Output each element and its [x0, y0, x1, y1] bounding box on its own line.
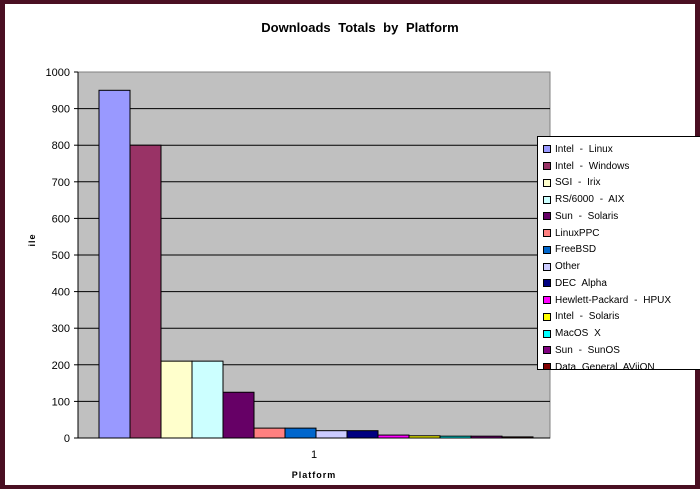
bar-dec-alpha [346, 430, 379, 439]
legend-item: MacOS X [543, 325, 700, 342]
legend-label: MacOS X [555, 328, 601, 340]
y-tick-label: 600 [52, 213, 70, 225]
bar-intel-linux [98, 89, 131, 439]
legend-item: Hewlett-Packard - HPUX [543, 292, 700, 309]
bar-rs-6000-aix [191, 360, 224, 439]
legend-label: FreeBSD [555, 244, 597, 256]
legend-label: Intel - Linux [555, 143, 613, 155]
bar-chart: Downloads Totals by Platform 0 100 200 300 4… [27, 20, 551, 480]
legend-swatch [543, 212, 551, 221]
legend-label: Other [555, 261, 581, 273]
legend-item: Sun - Solaris [543, 208, 700, 225]
y-tick-label: 700 [52, 177, 70, 189]
bar-freebsd [284, 427, 317, 439]
legend-item: Intel - Linux [543, 141, 700, 158]
bar-other [315, 430, 348, 439]
legend-swatch [543, 229, 551, 238]
legend-label: Sun - SunOS [555, 344, 620, 356]
bar-sgi-irix [160, 360, 193, 439]
legend-swatch [543, 145, 551, 154]
legend-swatch [543, 245, 551, 254]
legend-swatch [543, 329, 551, 338]
legend-item: SGI - Irix [543, 175, 700, 192]
y-tick-label: 200 [52, 360, 70, 372]
x-axis-label: Platform [292, 470, 337, 480]
legend-item: Intel - Windows [543, 158, 700, 175]
legend-item: DEC Alpha [543, 275, 700, 292]
bar-sun-solaris [222, 391, 255, 439]
legend-swatch [543, 363, 551, 369]
legend-swatch [543, 162, 551, 171]
legend: Intel - Linux Intel - Windows SGI - Irix RS… [537, 136, 700, 370]
legend-label: Intel - Solaris [555, 311, 620, 323]
y-tick-label: 100 [52, 396, 70, 408]
legend-label: SGI - Irix [555, 177, 601, 189]
legend-label: Data General AViiON [555, 361, 655, 370]
legend-swatch [543, 279, 551, 288]
legend-label: DEC Alpha [555, 277, 607, 289]
legend-item: RS/6000 - AIX [543, 191, 700, 208]
y-axis-label-fragment: ile [27, 233, 37, 246]
legend-swatch [543, 312, 551, 321]
legend-label: Intel - Windows [555, 160, 630, 172]
x-tick-label: 1 [311, 449, 317, 461]
bar-linuxppc [253, 427, 286, 439]
y-tick-label: 1000 [46, 67, 70, 79]
legend-swatch [543, 178, 551, 187]
legend-swatch [543, 262, 551, 271]
legend-item: Other [543, 258, 700, 275]
legend-item: Intel - Solaris [543, 309, 700, 326]
chart-title: Downloads Totals by Platform [261, 20, 458, 35]
y-tick-label: 400 [52, 287, 70, 299]
legend-item: LinuxPPC [543, 225, 700, 242]
y-tick-label: 0 [64, 433, 70, 445]
legend-swatch [543, 296, 551, 305]
legend-label: Sun - Solaris [555, 210, 619, 222]
legend-swatch [543, 195, 551, 204]
chart-frame: Downloads Totals by Platform 0 100 200 300 4… [5, 4, 700, 485]
bar-intel-windows [129, 144, 162, 439]
y-tick-label: 300 [52, 323, 70, 335]
legend-item: FreeBSD [543, 242, 700, 259]
legend-swatch [543, 346, 551, 355]
y-tick-label: 500 [52, 250, 70, 262]
legend-label: RS/6000 - AIX [555, 194, 625, 206]
legend-label: LinuxPPC [555, 227, 600, 239]
legend-item: Sun - SunOS [543, 342, 700, 359]
bars [98, 89, 534, 439]
legend-label: Hewlett-Packard - HPUX [555, 294, 672, 306]
legend-item: Data General AViiON [543, 359, 700, 370]
y-axis-ticks: 0 100 200 300 400 500 600 700 800 900 1000 [46, 67, 78, 445]
y-tick-label: 800 [52, 140, 70, 152]
y-tick-label: 900 [52, 104, 70, 116]
